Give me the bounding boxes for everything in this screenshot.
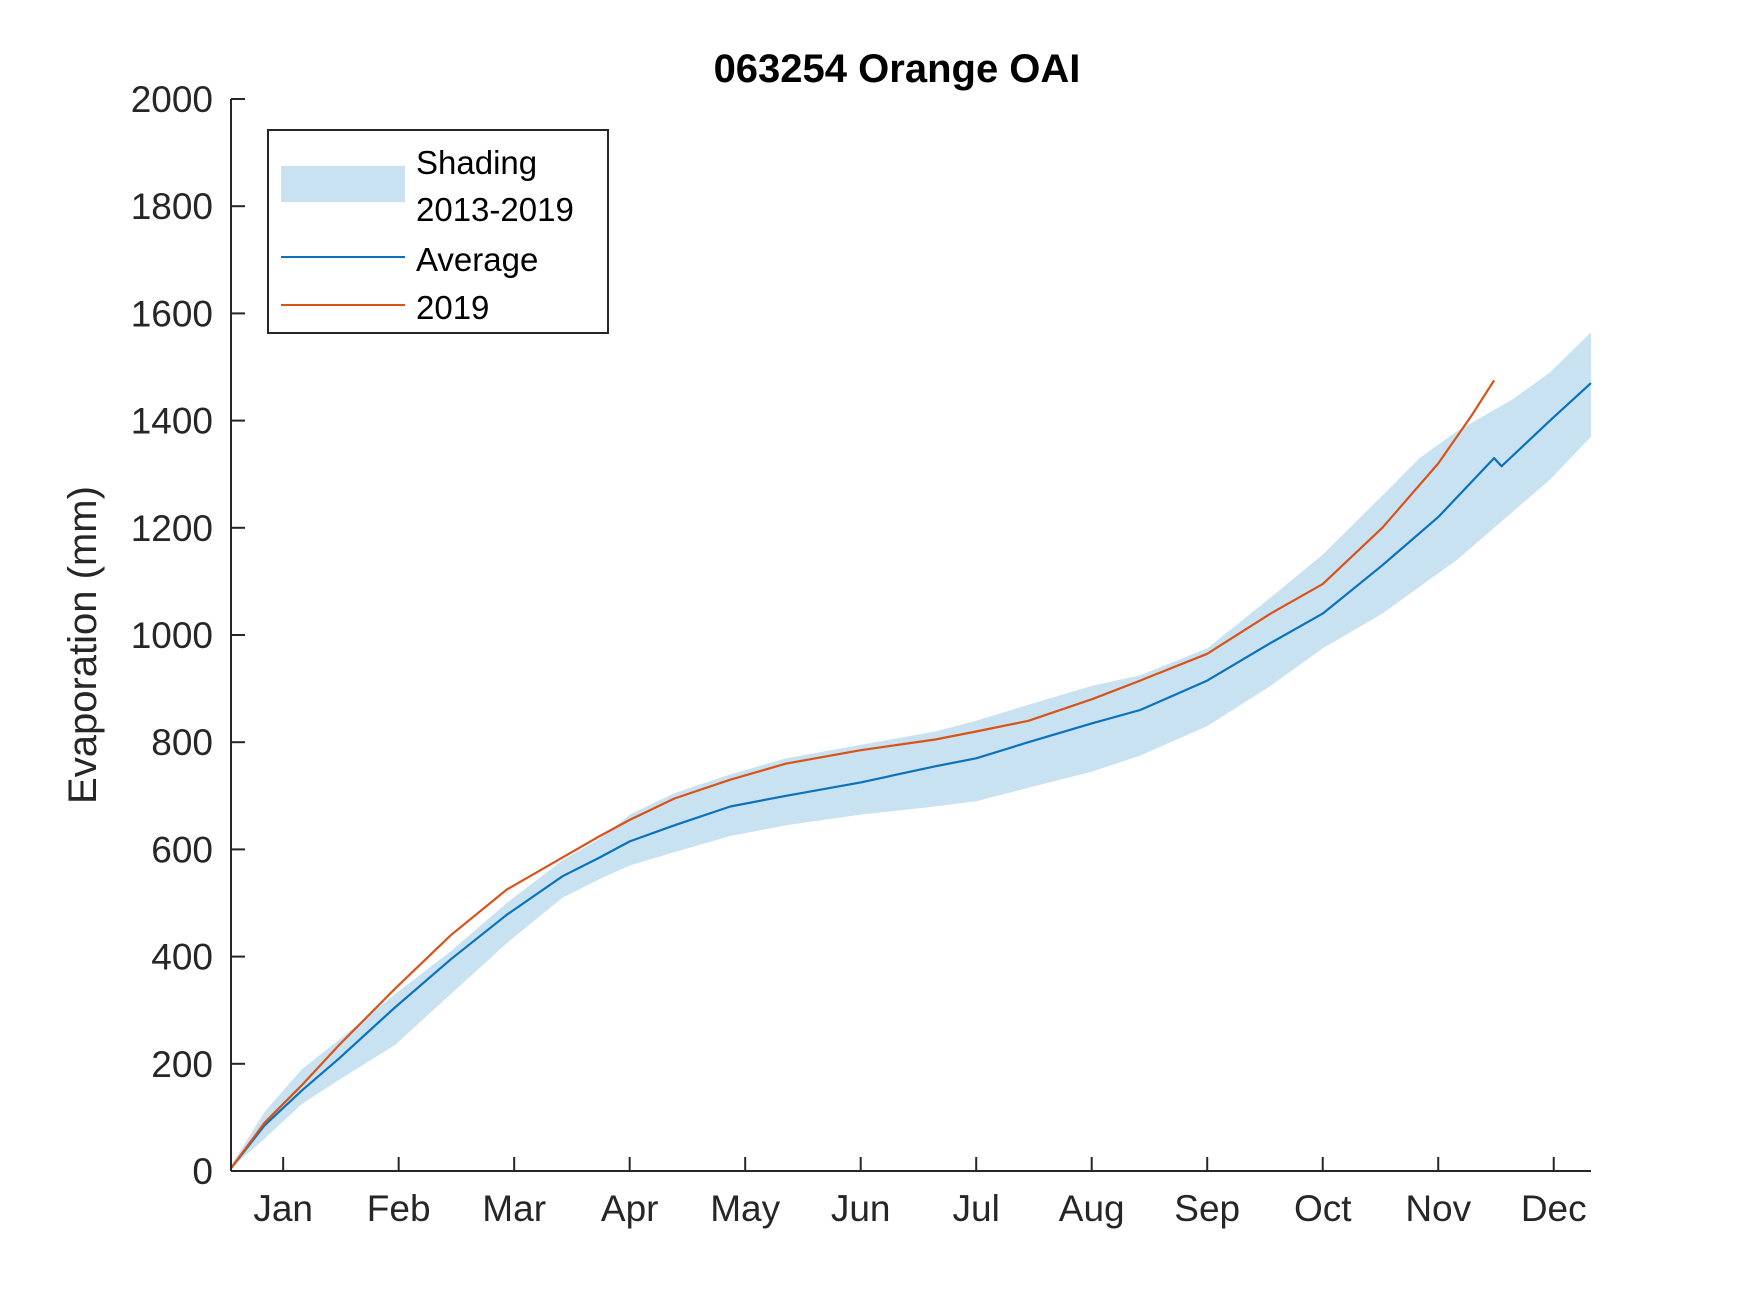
x-tick-label: Mar <box>482 1188 546 1229</box>
legend-label-2019: 2019 <box>416 289 489 326</box>
legend-label-shading-line1: Shading <box>416 144 537 181</box>
series-line-2019 <box>230 379 1496 1169</box>
y-tick-label: 2000 <box>131 79 213 120</box>
y-tick-label: 0 <box>192 1151 213 1192</box>
y-tick-label: 600 <box>151 829 213 870</box>
legend-box <box>267 129 609 334</box>
x-tick-label: Aug <box>1059 1188 1125 1229</box>
legend-swatch-shading <box>281 166 405 202</box>
chart-title: 063254 Orange OAI <box>714 47 1081 91</box>
y-tick-label: 800 <box>151 722 213 763</box>
plot-area <box>230 332 1592 1169</box>
shading-band <box>231 332 1591 1169</box>
legend: Shading 2013-2019 Average 2019 <box>267 129 609 334</box>
y-tick-label: 1800 <box>131 186 213 227</box>
x-tick-label: May <box>710 1188 780 1229</box>
y-tick-label: 1400 <box>131 401 213 442</box>
series-line-average <box>230 382 1592 1169</box>
x-tick-label: Nov <box>1405 1188 1471 1229</box>
x-tick-label: Jul <box>953 1188 1000 1229</box>
x-tick-label: Jan <box>253 1188 313 1229</box>
legend-label-shading-line2: 2013-2019 <box>416 191 574 228</box>
y-tick-label: 1200 <box>131 508 213 549</box>
axes: 0 200 400 600 800 1000 1200 1400 1600 1800 2000 Jan… <box>131 79 1591 1229</box>
y-tick-label: 400 <box>151 937 213 978</box>
x-tick-label: Sep <box>1174 1188 1240 1229</box>
x-tick-label: Jun <box>831 1188 891 1229</box>
y-tick-label: 200 <box>151 1044 213 1085</box>
y-tick-label: 1600 <box>131 293 213 334</box>
y-axis-label: Evaporation (mm) <box>61 486 105 804</box>
x-tick-label: Oct <box>1294 1188 1352 1229</box>
legend-label-average: Average <box>416 241 538 278</box>
x-tick-label: Apr <box>601 1188 659 1229</box>
x-tick-label: Feb <box>367 1188 431 1229</box>
x-tick-label: Dec <box>1521 1188 1587 1229</box>
y-tick-label: 1000 <box>131 615 213 656</box>
